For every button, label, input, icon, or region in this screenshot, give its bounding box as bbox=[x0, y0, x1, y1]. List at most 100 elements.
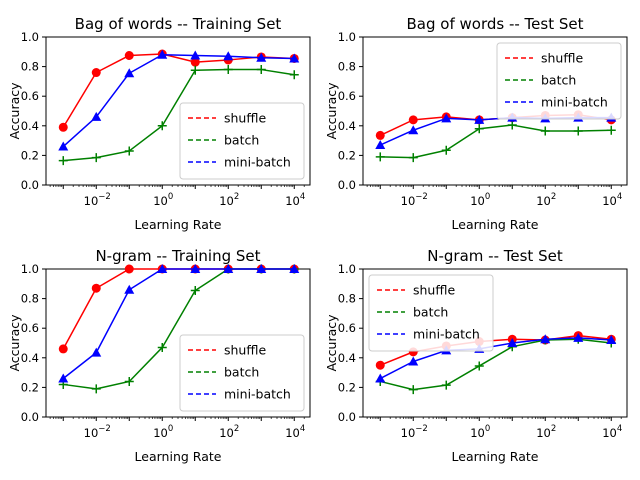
data-point bbox=[124, 284, 135, 294]
data-point bbox=[157, 49, 168, 59]
x-tick-label: 100 bbox=[153, 192, 173, 208]
panel-2: Bag of words -- Test Set 0.0 0.2 0.4 0.6 0.8 1… bbox=[324, 15, 628, 232]
y-tick-label: 1.0 bbox=[338, 262, 356, 276]
y-tick-label: 0.4 bbox=[338, 351, 356, 365]
series-line bbox=[379, 337, 612, 380]
legend: shuffle batch mini-batch bbox=[179, 334, 305, 412]
y-tick-label: 0.4 bbox=[338, 119, 356, 133]
data-point bbox=[91, 111, 102, 121]
x-axis-label: Learning Rate bbox=[135, 217, 222, 232]
x-tick-label: 10−2 bbox=[84, 192, 111, 208]
y-tick-label: 0.4 bbox=[21, 351, 39, 365]
panel-1: Bag of words -- Training Set 0.0 0.2 0.4 0.6… bbox=[7, 15, 311, 232]
y-tick-label: 0.0 bbox=[21, 410, 39, 424]
data-point bbox=[375, 360, 385, 370]
data-point bbox=[256, 264, 267, 273]
y-tick-label: 0.8 bbox=[338, 292, 356, 306]
data-point bbox=[256, 52, 267, 62]
x-tick-label: 102 bbox=[219, 192, 239, 208]
y-axis-label: Accuracy bbox=[324, 314, 339, 372]
legend: shuffle batch mini-batch bbox=[496, 42, 622, 120]
data-point bbox=[606, 335, 617, 345]
legend-label: shuffle bbox=[541, 51, 583, 66]
data-point bbox=[223, 65, 233, 75]
y-tick-label: 0.0 bbox=[21, 178, 39, 192]
data-point bbox=[58, 122, 68, 132]
data-point bbox=[190, 65, 200, 75]
series-mini-batch bbox=[58, 264, 300, 383]
x-tick-label: 104 bbox=[602, 424, 622, 440]
x-tick-label: 102 bbox=[536, 424, 556, 440]
data-point bbox=[190, 57, 200, 67]
data-point bbox=[375, 130, 385, 140]
x-tick-label: 100 bbox=[153, 424, 173, 440]
chart-title: Bag of words -- Training Set bbox=[75, 15, 282, 33]
x-tick-label: 100 bbox=[470, 424, 490, 440]
y-tick-label: 0.6 bbox=[21, 89, 39, 103]
data-point bbox=[91, 153, 101, 163]
series-batch bbox=[375, 120, 616, 163]
legend-label: mini-batch bbox=[224, 387, 291, 402]
data-point bbox=[124, 376, 134, 386]
legend-box bbox=[368, 274, 494, 352]
data-point bbox=[91, 384, 101, 394]
legend-label: batch bbox=[224, 365, 259, 380]
legend-label: batch bbox=[224, 133, 259, 148]
legend-label: batch bbox=[413, 305, 448, 320]
legend: shuffle batch mini-batch bbox=[179, 102, 305, 180]
data-point bbox=[540, 126, 550, 136]
data-point bbox=[408, 125, 419, 135]
x-tick-label: 104 bbox=[285, 424, 305, 440]
data-point bbox=[289, 70, 299, 80]
y-tick-label: 0.2 bbox=[21, 380, 39, 394]
x-tick-label: 102 bbox=[536, 192, 556, 208]
y-tick-label: 0.0 bbox=[338, 410, 356, 424]
data-point bbox=[474, 361, 484, 371]
x-tick-label: 100 bbox=[470, 192, 490, 208]
y-tick-label: 0.4 bbox=[21, 119, 39, 133]
y-tick-label: 0.6 bbox=[338, 321, 356, 335]
data-point bbox=[507, 120, 517, 130]
y-tick-label: 1.0 bbox=[21, 30, 39, 44]
data-point bbox=[190, 285, 200, 295]
legend-box bbox=[496, 42, 622, 120]
y-tick-label: 0.8 bbox=[21, 292, 39, 306]
legend-label: mini-batch bbox=[224, 155, 291, 170]
series-line bbox=[62, 54, 295, 148]
y-tick-label: 1.0 bbox=[21, 262, 39, 276]
y-tick-label: 0.2 bbox=[338, 380, 356, 394]
legend-label: mini-batch bbox=[541, 95, 608, 110]
y-tick-label: 0.2 bbox=[21, 148, 39, 162]
data-point bbox=[540, 334, 551, 344]
data-point bbox=[157, 342, 167, 352]
legend-label: shuffle bbox=[413, 283, 455, 298]
series-batch bbox=[58, 65, 299, 166]
y-axis-label: Accuracy bbox=[7, 314, 22, 372]
data-point bbox=[573, 126, 583, 136]
data-point bbox=[157, 264, 168, 273]
data-point bbox=[58, 373, 69, 383]
x-tick-label: 10−2 bbox=[401, 424, 428, 440]
data-point bbox=[441, 380, 451, 390]
data-point bbox=[124, 68, 135, 78]
y-axis-label: Accuracy bbox=[7, 82, 22, 140]
legend-label: batch bbox=[541, 73, 576, 88]
x-axis-label: Learning Rate bbox=[452, 217, 539, 232]
data-point bbox=[408, 153, 418, 163]
x-tick-label: 104 bbox=[285, 192, 305, 208]
data-point bbox=[58, 156, 68, 166]
data-point bbox=[573, 332, 584, 342]
data-point bbox=[157, 121, 167, 131]
legend-box bbox=[179, 102, 305, 180]
data-point bbox=[441, 145, 451, 155]
y-tick-label: 0.6 bbox=[21, 321, 39, 335]
legend-label: mini-batch bbox=[413, 327, 480, 342]
data-point bbox=[408, 115, 418, 125]
data-point bbox=[375, 152, 385, 162]
y-tick-label: 0.6 bbox=[338, 89, 356, 103]
data-point bbox=[124, 264, 134, 274]
series-line bbox=[62, 268, 295, 380]
panel-4: N-gram -- Test Set 0.0 0.2 0.4 0.6 0.8 1.0 10−2… bbox=[324, 247, 628, 464]
data-point bbox=[91, 347, 102, 357]
